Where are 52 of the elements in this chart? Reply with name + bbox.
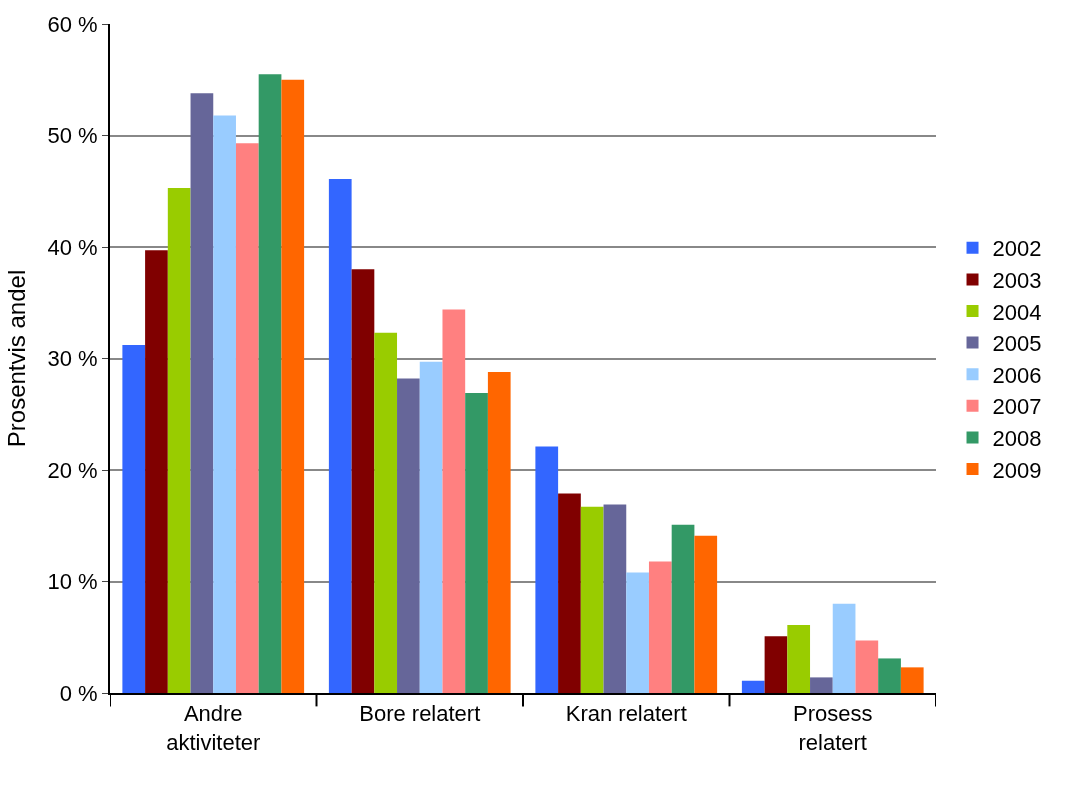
legend-label: 2009 xyxy=(992,457,1042,483)
y-tick-label: 60 % xyxy=(47,11,98,37)
x-tick-label: Prosess relatert xyxy=(793,701,873,755)
x-tick-label: Kran relatert xyxy=(565,701,687,727)
bar xyxy=(258,74,282,693)
bar xyxy=(580,506,604,693)
bar xyxy=(764,636,788,693)
bar xyxy=(122,345,146,693)
x-tick-label: Andre aktiviteter xyxy=(166,701,261,755)
legend-label: 2002 xyxy=(992,236,1042,262)
legend-label: 2007 xyxy=(992,394,1042,420)
bar xyxy=(787,624,811,693)
bar xyxy=(235,143,259,693)
bar xyxy=(419,361,443,693)
y-tick-label: 50 % xyxy=(47,123,98,149)
bar xyxy=(213,115,236,693)
bar xyxy=(603,504,627,693)
bar xyxy=(465,393,488,693)
y-tick-label: 10 % xyxy=(47,569,98,595)
bar xyxy=(855,640,879,693)
y-tick-label: 20 % xyxy=(47,457,98,483)
bar xyxy=(351,269,375,693)
legend-label: 2006 xyxy=(992,362,1042,388)
bar xyxy=(626,572,649,693)
legend-label: 2004 xyxy=(992,299,1042,325)
y-tick-label: 0 % xyxy=(59,680,98,706)
y-tick-label: 40 % xyxy=(47,234,98,260)
bar xyxy=(878,658,901,693)
bar xyxy=(145,250,168,693)
bar xyxy=(190,93,214,693)
bar xyxy=(281,79,305,693)
x-tick-label: Bore relatert xyxy=(359,701,481,727)
bar xyxy=(442,309,466,693)
legend-label: 2003 xyxy=(992,267,1042,293)
bar xyxy=(741,680,765,693)
legend-label: 2008 xyxy=(992,425,1042,451)
bar xyxy=(328,178,352,693)
bar xyxy=(694,535,718,693)
legend-label: 2005 xyxy=(992,331,1042,357)
bar xyxy=(832,603,856,693)
y-tick-label: 30 % xyxy=(47,346,98,372)
y-axis-title: Prosentvis andel xyxy=(3,269,31,448)
bar xyxy=(900,667,924,693)
bar xyxy=(810,677,833,693)
bar xyxy=(648,561,672,693)
bar xyxy=(671,524,695,693)
bar xyxy=(558,493,581,693)
bar xyxy=(374,332,398,693)
bar xyxy=(167,187,191,693)
bar xyxy=(397,378,420,693)
bar xyxy=(487,371,511,693)
bar xyxy=(535,446,559,693)
